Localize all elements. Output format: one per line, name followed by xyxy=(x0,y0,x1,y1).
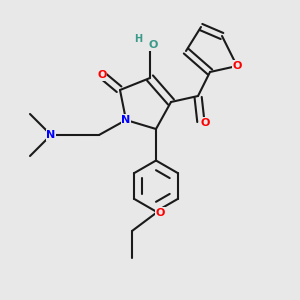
Text: H: H xyxy=(134,34,142,44)
Text: N: N xyxy=(122,115,130,125)
Text: O: O xyxy=(156,208,165,218)
Text: O: O xyxy=(232,61,242,71)
Text: O: O xyxy=(201,118,210,128)
Text: N: N xyxy=(46,130,56,140)
Text: O: O xyxy=(97,70,107,80)
Text: O: O xyxy=(148,40,158,50)
